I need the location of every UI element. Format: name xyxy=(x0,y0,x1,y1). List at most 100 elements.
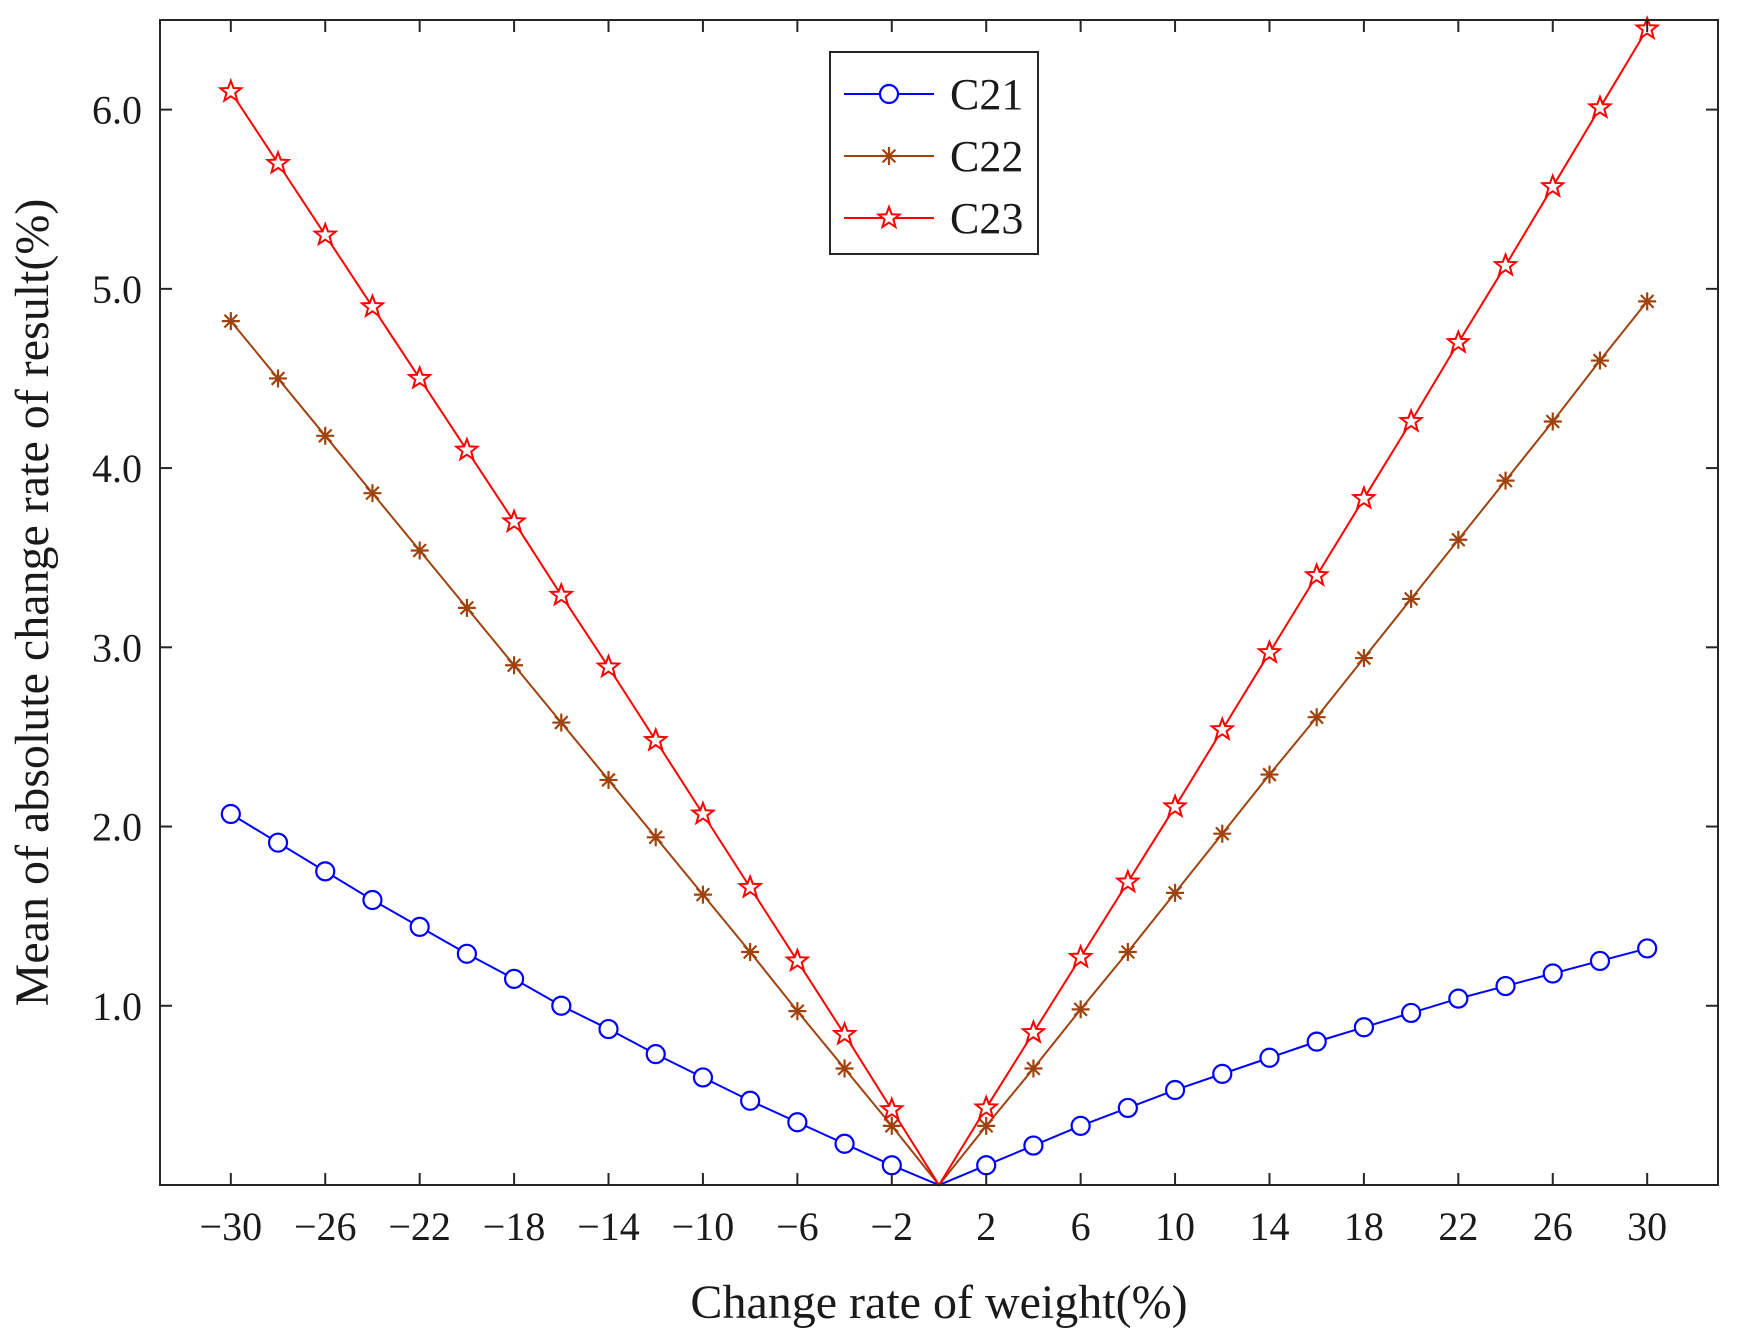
x-tick-label: 18 xyxy=(1344,1204,1384,1249)
data-point-C21 xyxy=(220,803,241,825)
data-point-C22 xyxy=(1449,530,1468,549)
data-point-C22 xyxy=(1402,589,1421,608)
data-point-C21 xyxy=(1070,1115,1091,1136)
data-point-C21 xyxy=(598,1018,619,1040)
data-point-C22 xyxy=(741,943,760,961)
data-point-C23 xyxy=(453,436,481,462)
data-point-C21 xyxy=(267,832,289,853)
data-point-C22 xyxy=(599,770,618,789)
data-point-C23 xyxy=(1209,715,1236,741)
data-point-C23 xyxy=(973,1094,1000,1120)
legend-label: C22 xyxy=(950,132,1023,181)
data-point-C21 xyxy=(1448,988,1469,1009)
data-point-C23 xyxy=(406,364,433,390)
x-tick-label: 14 xyxy=(1249,1204,1289,1249)
ticks-layer: −30 −26 −22 −18 −14 −10 −6 −2 2 6 10 14 18 22 26 301.02… xyxy=(92,20,1718,1249)
y-tick-label: 3.0 xyxy=(92,625,142,670)
data-point-C23 xyxy=(1445,328,1472,354)
data-point-C23 xyxy=(264,149,292,175)
data-point-C21 xyxy=(645,1044,666,1065)
data-point-C21 xyxy=(1117,1097,1138,1119)
legend-items: C21 C22 C23 xyxy=(844,70,1023,243)
data-point-C23 xyxy=(689,800,717,826)
data-point-C22 xyxy=(1638,292,1657,311)
data-point-C21 xyxy=(1164,1079,1186,1101)
data-point-C21 xyxy=(740,1090,761,1111)
data-point-C22 xyxy=(977,1116,996,1135)
data-point-C21 xyxy=(976,1155,997,1176)
data-point-C23 xyxy=(500,507,528,534)
data-point-C21 xyxy=(692,1067,714,1088)
data-point-C22 xyxy=(646,828,665,847)
data-point-C23 xyxy=(1303,561,1330,587)
data-point-C21 xyxy=(409,916,430,938)
x-tick-label: 10 xyxy=(1155,1204,1195,1249)
legend-item-C23: C23 xyxy=(844,194,1023,243)
data-point-C21 xyxy=(315,861,336,882)
data-point-C21 xyxy=(1542,963,1563,984)
data-point-C22 xyxy=(693,885,712,904)
data-point-C21 xyxy=(362,889,383,911)
data-point-C23 xyxy=(1256,638,1283,664)
data-point-C23 xyxy=(595,653,622,679)
x-tick-label: 30 xyxy=(1627,1204,1667,1249)
data-point-C22 xyxy=(1166,883,1185,902)
legend-marker xyxy=(878,83,900,105)
data-point-C23 xyxy=(878,1095,905,1121)
y-tick-label: 2.0 xyxy=(92,805,142,850)
data-point-C21 xyxy=(1589,950,1611,972)
data-point-C23 xyxy=(1492,251,1519,277)
data-point-C22 xyxy=(505,656,524,675)
data-point-C21 xyxy=(834,1133,855,1154)
x-tick-label: −30 xyxy=(200,1204,263,1249)
data-point-C22 xyxy=(363,484,382,503)
data-point-C22 xyxy=(221,312,240,331)
data-point-C22 xyxy=(457,598,476,617)
data-point-C23 xyxy=(831,1020,858,1046)
data-point-C22 xyxy=(552,713,571,732)
data-point-C22 xyxy=(410,541,429,560)
y-axis-title: Mean of absolute change rate of result(%… xyxy=(6,199,59,1007)
data-point-C21 xyxy=(1401,1002,1422,1024)
x-tick-label: −18 xyxy=(483,1204,546,1249)
legend-label: C21 xyxy=(950,70,1023,119)
y-tick-label: 4.0 xyxy=(92,446,142,491)
data-point-C23 xyxy=(312,221,339,247)
data-point-C22 xyxy=(1260,765,1279,784)
data-point-C21 xyxy=(1637,938,1658,959)
data-point-C21 xyxy=(1212,1063,1233,1084)
data-point-C22 xyxy=(1496,471,1515,490)
legend-box xyxy=(829,51,1039,255)
data-point-C22 xyxy=(269,369,288,388)
series-C21 xyxy=(220,803,1658,1187)
x-tick-label: −10 xyxy=(672,1204,735,1249)
data-point-C22 xyxy=(1307,708,1326,727)
x-tick-label: −22 xyxy=(388,1204,451,1249)
data-point-C21 xyxy=(1023,1135,1044,1156)
data-point-C22 xyxy=(882,1116,901,1135)
data-point-C23 xyxy=(217,77,245,103)
data-point-C22 xyxy=(788,1002,807,1021)
legend: C21 C22 C23 xyxy=(829,51,1039,255)
data-point-C22 xyxy=(316,426,335,445)
x-tick-label: 6 xyxy=(1071,1204,1091,1249)
legend-marker xyxy=(875,204,903,230)
data-point-C23 xyxy=(1067,943,1094,969)
x-tick-label: −14 xyxy=(577,1204,640,1249)
legend-item-C22: C22 xyxy=(844,132,1023,181)
data-point-C23 xyxy=(548,581,575,607)
x-axis-title: Change rate of weight(%) xyxy=(690,1276,1187,1329)
data-point-C22 xyxy=(1213,824,1232,843)
data-point-C22 xyxy=(835,1059,854,1078)
x-tick-label: −26 xyxy=(294,1204,357,1249)
plot-frame xyxy=(159,19,1719,1186)
data-point-C21 xyxy=(881,1155,902,1176)
data-point-C23 xyxy=(642,726,669,752)
data-point-C23 xyxy=(736,873,764,899)
legend-marker xyxy=(880,147,898,165)
data-point-C23 xyxy=(359,292,386,318)
data-point-C21 xyxy=(551,995,572,1016)
data-point-C21 xyxy=(503,968,525,989)
data-point-C21 xyxy=(456,943,477,964)
